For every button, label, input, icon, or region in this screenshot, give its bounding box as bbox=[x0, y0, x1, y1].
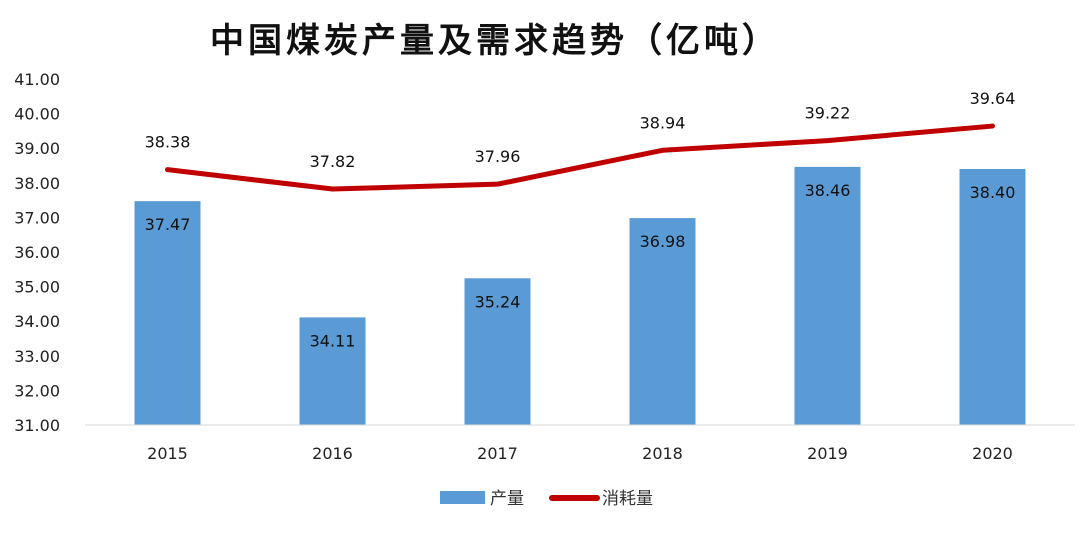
bar-data-label: 38.46 bbox=[805, 181, 851, 200]
bar-data-label: 36.98 bbox=[640, 232, 686, 251]
y-axis: 31.00 32.00 33.00 34.00 35.00 36.00 37.00 38.00… bbox=[14, 70, 60, 435]
bar bbox=[795, 167, 861, 425]
legend-label-consumption: 消耗量 bbox=[602, 489, 653, 509]
x-tick-label: 2015 bbox=[147, 444, 188, 463]
y-tick-label: 35.00 bbox=[14, 278, 60, 297]
y-tick-label: 36.00 bbox=[14, 243, 60, 262]
line-series: 38.38 37.82 37.96 38.94 39.22 39.64 bbox=[145, 89, 1016, 189]
chart-title: 中国煤炭产量及需求趋势（亿吨） bbox=[210, 21, 780, 61]
legend-swatch-production bbox=[440, 491, 485, 504]
x-tick-label: 2019 bbox=[807, 444, 848, 463]
legend-label-production: 产量 bbox=[490, 489, 524, 509]
bar-series: 37.47 34.11 35.24 36.98 38.46 38.40 bbox=[135, 167, 1026, 425]
bar bbox=[960, 169, 1026, 425]
y-tick-label: 38.00 bbox=[14, 174, 60, 193]
x-tick-label: 2020 bbox=[972, 444, 1013, 463]
y-tick-label: 41.00 bbox=[14, 70, 60, 89]
consumption-line bbox=[168, 126, 993, 189]
bar-data-label: 38.40 bbox=[970, 183, 1016, 202]
line-data-label: 39.64 bbox=[970, 89, 1016, 108]
bar-data-label: 34.11 bbox=[310, 331, 356, 350]
line-data-label: 37.82 bbox=[310, 152, 356, 171]
bar-data-label: 37.47 bbox=[145, 215, 191, 234]
legend: 产量 消耗量 bbox=[440, 489, 653, 509]
y-tick-label: 33.00 bbox=[14, 347, 60, 366]
line-data-label: 38.94 bbox=[640, 113, 686, 132]
y-tick-label: 34.00 bbox=[14, 312, 60, 331]
line-data-label: 39.22 bbox=[805, 104, 851, 123]
y-tick-label: 39.00 bbox=[14, 139, 60, 158]
y-tick-label: 37.00 bbox=[14, 208, 60, 227]
line-data-label: 37.96 bbox=[475, 147, 521, 166]
y-tick-label: 40.00 bbox=[14, 105, 60, 124]
bar-data-label: 35.24 bbox=[475, 292, 521, 311]
bar bbox=[135, 201, 201, 425]
x-axis: 2015 2016 2017 2018 2019 2020 bbox=[85, 425, 1075, 463]
y-tick-label: 31.00 bbox=[14, 416, 60, 435]
x-tick-label: 2018 bbox=[642, 444, 683, 463]
x-tick-label: 2016 bbox=[312, 444, 353, 463]
x-tick-label: 2017 bbox=[477, 444, 518, 463]
line-data-label: 38.38 bbox=[145, 133, 191, 152]
y-tick-label: 32.00 bbox=[14, 381, 60, 400]
